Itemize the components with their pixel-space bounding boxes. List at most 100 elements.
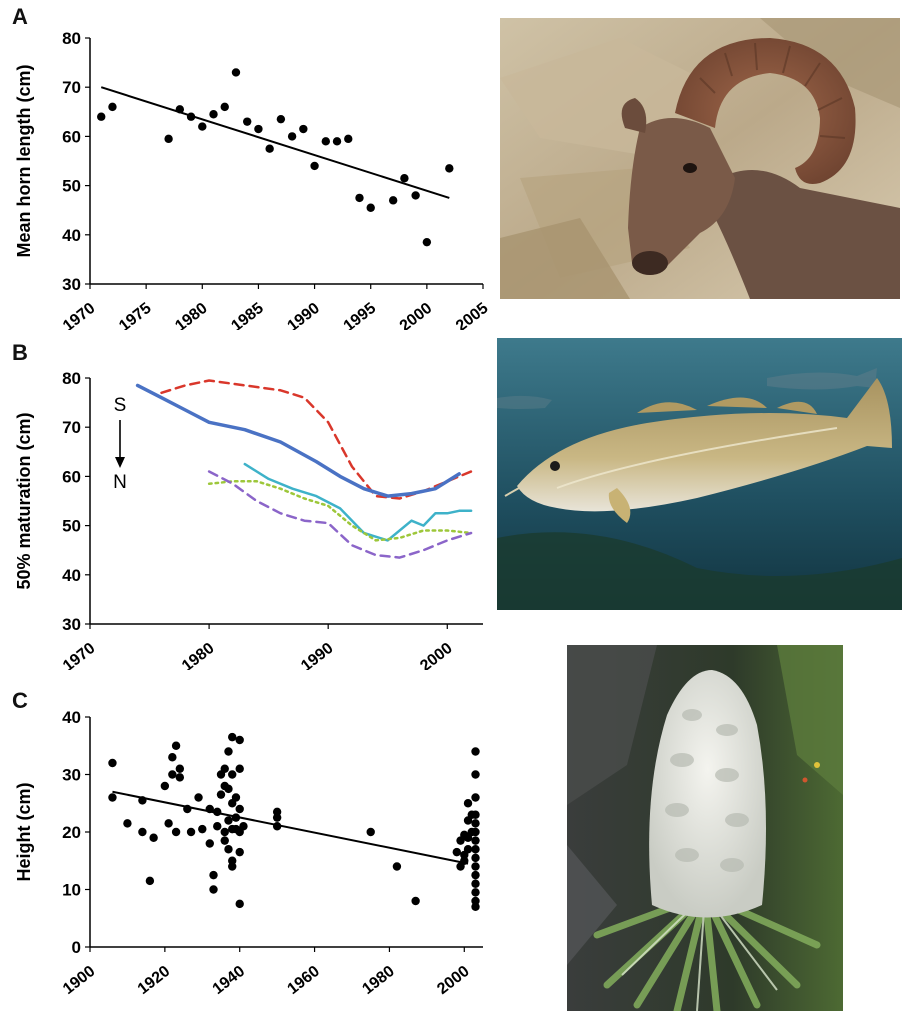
x-tick-label: 1990 [285, 300, 324, 330]
x-tick-label: 1975 [116, 300, 155, 330]
data-point [216, 790, 226, 799]
data-point [445, 164, 454, 173]
data-point [471, 810, 480, 819]
y-tick-label: 60 [62, 467, 81, 486]
data-point [452, 847, 461, 857]
data-point [209, 885, 218, 894]
bighorn-sheep-photo [500, 18, 900, 299]
chart-a-horn-length: 30 40 50 60 70 80 1970 1975 1980 1985 1990 1995 2000… [14, 29, 490, 330]
data-point [213, 822, 222, 831]
data-point [243, 117, 252, 126]
data-point [186, 827, 196, 837]
data-point [471, 902, 480, 911]
chart-c-plant-height: 0 10 20 30 40 1900 1920 1940 1960 1980 2000 Height … [14, 708, 483, 998]
x-tick-label: 1980 [359, 963, 398, 998]
panel-label-c: C [12, 688, 28, 713]
annotation-arrow-head [115, 457, 125, 468]
y-tick-label: 70 [62, 418, 81, 437]
data-point [209, 870, 218, 880]
data-point [228, 732, 237, 742]
y-tick-label: 0 [72, 938, 81, 957]
data-point [209, 110, 218, 119]
data-point [471, 870, 480, 880]
x-tick-label: 1940 [210, 963, 249, 998]
data-point [471, 747, 480, 756]
y-tick-label: 10 [62, 881, 81, 900]
data-point [175, 764, 185, 773]
data-point [310, 161, 319, 171]
data-point [235, 899, 244, 909]
data-point [198, 122, 207, 131]
x-tick-label: 1985 [228, 300, 267, 330]
series-line-1 [160, 379, 473, 500]
data-point [108, 102, 117, 112]
x-tick-label: 1900 [60, 963, 99, 998]
data-point [332, 137, 342, 146]
data-point [171, 741, 181, 750]
x-tick-label: 1920 [135, 963, 174, 998]
data-point [220, 764, 229, 773]
y-tick-label: 40 [62, 708, 81, 727]
data-point [471, 853, 480, 863]
data-point [97, 112, 106, 121]
data-point [198, 824, 207, 834]
data-point [471, 827, 480, 837]
y-tick-label: 40 [62, 566, 81, 585]
data-point [265, 144, 274, 153]
data-point [123, 819, 132, 828]
y-tick-label: 80 [62, 29, 81, 48]
data-point [224, 747, 233, 756]
snow-lotus-plant-photo [567, 645, 843, 1011]
data-point [224, 845, 233, 854]
y-tick-label: 30 [62, 275, 81, 294]
y-axis-label: Mean horn length (cm) [14, 64, 34, 257]
data-point [400, 174, 409, 183]
data-point [228, 856, 237, 865]
data-point [471, 845, 480, 854]
data-point [108, 793, 117, 802]
data-point [355, 193, 364, 203]
x-tick-label: 1970 [60, 640, 99, 670]
data-point [220, 836, 229, 845]
data-point [392, 862, 402, 871]
data-point [235, 764, 244, 773]
x-tick-label: 2005 [453, 300, 490, 330]
data-point [194, 793, 203, 802]
data-point [220, 827, 229, 837]
x-tick-label: 1960 [285, 963, 324, 998]
panel-label-a: A [12, 4, 28, 29]
y-axis-label: 50% maturation (cm) [14, 412, 34, 589]
series-line-3 [243, 462, 473, 542]
data-point [366, 827, 375, 837]
y-tick-label: 50 [62, 517, 81, 536]
data-point [321, 137, 330, 146]
x-tick-label: 1980 [179, 640, 218, 670]
data-point [231, 793, 241, 802]
x-tick-label: 1990 [298, 640, 337, 670]
x-tick-label: 1980 [172, 300, 211, 330]
data-point [344, 134, 353, 144]
data-point [366, 203, 375, 212]
data-point [471, 770, 480, 779]
chart-b-maturation: 30 40 50 60 70 80 1970 1980 1990 2000 50% maturati… [14, 369, 483, 670]
x-tick-label: 2000 [417, 640, 456, 670]
panel-label-b: B [12, 340, 28, 365]
annotation-s: S [114, 395, 127, 416]
y-tick-label: 30 [62, 615, 81, 634]
trend-line [100, 86, 450, 199]
data-point [138, 827, 147, 837]
series-line-2 [135, 383, 461, 498]
data-point [145, 876, 155, 886]
data-point [276, 114, 286, 124]
data-point [220, 102, 229, 112]
data-point [168, 753, 177, 762]
data-point [205, 839, 214, 848]
x-tick-label: 2000 [434, 963, 473, 998]
data-point [471, 862, 480, 871]
annotation-n: N [113, 472, 127, 493]
data-point [164, 819, 173, 828]
data-point [388, 196, 398, 205]
y-tick-label: 20 [62, 823, 81, 842]
data-point [471, 896, 480, 906]
x-tick-label: 2000 [397, 300, 436, 330]
